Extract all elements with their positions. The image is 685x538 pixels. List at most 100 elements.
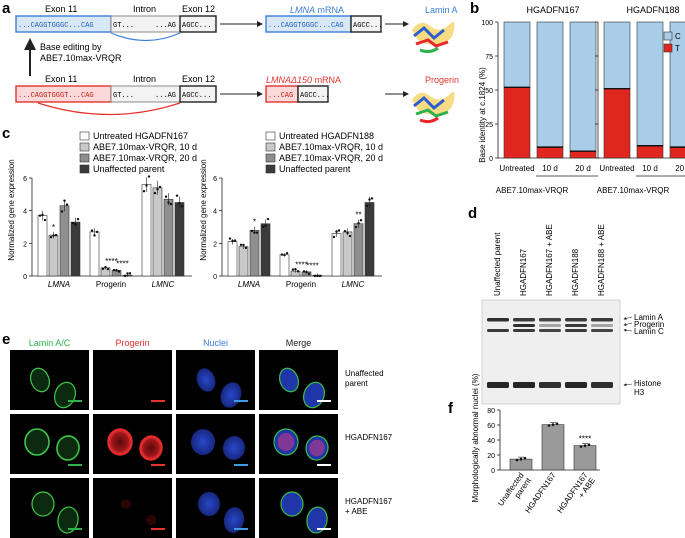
c-data-point [250,229,254,233]
b-x-label: 10 d [542,164,558,173]
c-data-point [95,230,99,234]
b-legend-c-swatch [663,31,673,41]
d-band-label: Lamin C [634,327,664,336]
c-group-label: LMNC [152,280,175,289]
b-bar-c [569,21,597,152]
c-data-point [123,274,127,278]
b-bar-t [503,86,531,159]
c-data-point [291,268,295,271]
e-nucleus-merge-progerin [309,439,325,457]
d-band-label-histone: Histone H3 [634,379,662,397]
a-bot-intron-label: Intron [133,74,156,84]
panel-label-d: d [468,205,477,222]
b-x-label: 20 d [575,164,591,173]
e-nucleus-lamin [31,491,55,517]
c-legend-label: Unaffected parent [279,164,351,174]
c-data-point [41,213,44,217]
c-data-point [156,187,159,191]
e-nucleus-progerin [139,435,163,461]
e-nucleus-dapi [198,492,220,516]
e-scale-bar [234,528,248,530]
panel-a: a Exon 11 Intron Exon 12 ...CAGGTGGGC...… [2,0,459,124]
panel-c: c Normalized gene expression Normalized … [2,125,383,289]
c-bar [227,241,238,277]
c-data-point [38,214,42,217]
c-data-point [239,243,243,246]
d-lane-label: Unaffected parent [493,232,502,296]
c-data-point [147,175,151,178]
c-legend-label: Unaffected parent [93,164,165,174]
b-bar-c [536,21,564,148]
a-lamin-a-label: Lamin A [425,5,458,15]
f-data-point [515,458,519,462]
c-data-point [145,184,148,187]
c-legend-swatch [265,131,276,141]
c-data-point [115,269,118,272]
e-nucleus-lamin [56,435,80,461]
e-scale-bar [68,400,82,402]
d-band [513,318,535,322]
c-data-point [54,233,58,237]
d-band [591,324,613,327]
c-bar [48,234,59,277]
c-data-point [52,234,55,237]
c-data-point [178,202,181,205]
c-data-point [359,219,363,222]
f-x-label: HGADFN167+ ABE [555,471,597,520]
c-legend-swatch [265,164,276,174]
c-data-point [65,203,69,206]
d-band [513,329,535,332]
e-column-label: Merge [286,338,312,348]
c-bar [364,202,375,277]
c-ytick-label: 4 [23,209,27,216]
a-bot-exon12-box [179,85,217,103]
b-bar-c [503,21,531,88]
e-nucleus-merge [278,367,300,393]
c-group-label: LMNA [238,280,260,289]
d-band [539,329,561,332]
e-scale-bar [234,400,248,402]
f-data-point [555,422,559,426]
b-x-label: 20 d [675,164,685,173]
e-scale-bar [317,400,331,402]
c-bar [353,223,364,277]
c-chart-hgadfn167: 0 2 4 6 * LMNA ******** Progerin LMNC [23,175,192,289]
d-band-pointer [623,316,633,320]
c-data-point [49,235,53,239]
c-data-point [93,234,96,237]
c-group-label: Progerin [286,280,316,289]
c-data-point [305,270,308,274]
d-lane-labels: Unaffected parent HGADFN167 HGADFN167 + AB… [493,224,606,296]
f-data-point [519,457,523,461]
a-progerin-label: Progerin [425,75,459,85]
b-chart-title: HGADFN167 [526,5,579,15]
e-scale-bar [151,464,165,466]
e-column-label: Nuclei [203,338,228,348]
a-top-exon12-box [179,15,217,33]
c-data-point [261,225,265,228]
a-bot-seq1: ...CAGGTGGGT...CAG [18,92,94,100]
f-data-point [579,445,583,448]
b-legend-c-label: C [675,32,681,41]
f-x-label: HGADFN167 [523,471,558,515]
a-top-mrna-label: LMNA mRNA [290,5,344,15]
c-data-point [106,267,110,271]
a-top-mrna-exon12 [350,15,382,33]
d-band [487,382,509,388]
b-ylabel: Base identity at c.1824 (%) [478,67,487,163]
d-lane-label: HGADFN188 [571,248,580,296]
a-bot-mrna-seq1: ...CAG [268,92,293,100]
a-top-splice-arc [110,32,181,42]
c-data-point [76,217,80,221]
f-ytick-label: 0 [491,468,495,475]
f-ylabel: Morphologically abnormal nuclei (%) [471,373,480,502]
c-data-point [285,251,289,255]
d-band [513,382,535,388]
c-data-point [332,235,336,239]
c-data-point [346,231,349,235]
d-band [513,324,535,327]
e-nucleus-dapi [222,436,246,460]
c-data-point [128,272,132,275]
